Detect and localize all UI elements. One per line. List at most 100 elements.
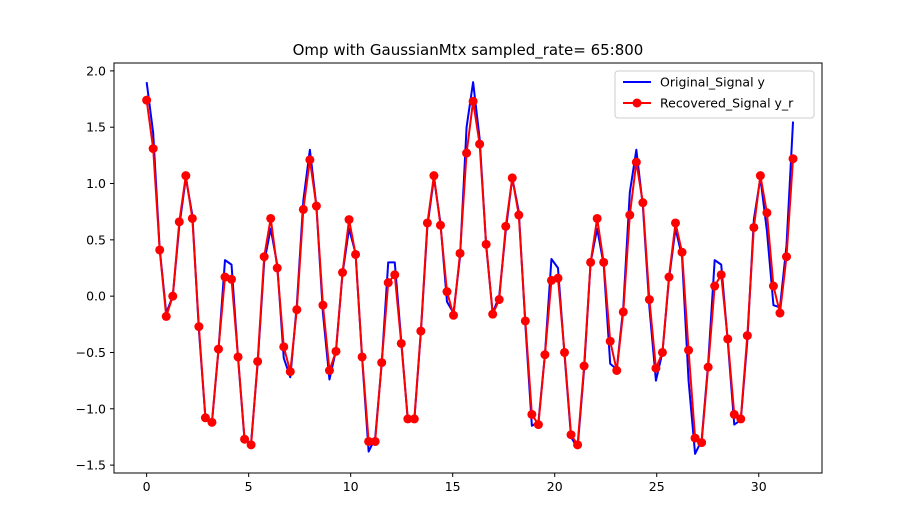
recovered-signal-point [625,210,635,220]
recovered-signal-point [207,417,217,427]
recovered-signal-point [768,281,778,291]
recovered-signal-point [644,295,654,305]
recovered-signal-point [279,342,289,352]
recovered-signal-point [638,198,648,208]
recovered-signal-point [161,311,171,321]
recovered-signal-point [684,345,694,355]
recovered-signal-point [435,220,445,230]
recovered-signal-point [370,436,380,446]
recovered-signal-point [697,438,707,448]
recovered-signal-point [488,309,498,319]
recovered-signal-point [723,334,733,344]
recovered-signal-point [703,362,713,372]
recovered-signal-point [351,249,361,259]
recovered-signal-point [468,96,478,106]
y-tick-label: −1.0 [76,401,106,416]
legend-box [614,70,815,119]
recovered-signal-point [377,358,387,368]
y-axis: −1.5 −1.0 −0.5 0.0 0.5 1.0 1.5 2.0 [76,63,114,473]
recovered-signal-point [729,409,739,419]
recovered-signal-point [501,221,511,231]
recovered-signal-point [514,210,524,220]
recovered-signal-point [168,291,178,301]
recovered-signal-point [533,420,543,430]
recovered-signal-point [605,336,615,346]
recovered-signal-point [174,217,184,227]
x-tick-label: 10 [343,479,359,494]
recovered-signal-point [566,430,576,440]
recovered-signal-point [651,363,661,373]
recovered-signal-point [573,440,583,450]
recovered-signal-point [311,201,321,211]
recovered-signal-point [409,414,419,424]
recovered-signal-point [749,222,759,232]
recovered-signal-point [449,310,459,320]
recovered-signal-point [324,366,334,375]
recovered-signal-point [331,346,341,356]
recovered-signal-point [671,218,681,228]
recovered-signal-point [318,300,328,310]
legend-label-original: Original_Signal y [660,75,766,90]
recovered-signal-point [742,331,752,341]
recovered-signal-point [664,272,674,282]
legend: Original_Signal y Recovered_Signal y_r [614,70,815,119]
recovered-signal-point [781,252,791,262]
x-tick-label: 5 [245,479,253,494]
recovered-signal-point [240,434,250,444]
recovered-signal-point [586,257,596,267]
recovered-signal-point [200,413,210,423]
y-tick-label: 0.0 [86,289,106,304]
recovered-signal-point [227,274,237,284]
recovered-signal-line [145,100,795,446]
recovered-signal-point [494,295,504,305]
recovered-signal-point [716,270,726,280]
recovered-signal-point [592,213,602,223]
recovered-signal-point [357,352,367,362]
y-tick-label: −1.5 [76,458,106,473]
x-tick-label: 0 [143,479,151,494]
recovered-signal-point [383,278,393,288]
recovered-signal-point [422,218,432,228]
x-tick-label: 15 [445,479,461,494]
recovered-signal-point [579,361,589,371]
legend-marker-recovered [632,98,642,108]
recovered-signal-point [396,338,406,348]
recovered-signal-point [455,248,465,258]
recovered-signal-point [762,208,772,218]
recovered-signal-point [233,352,243,362]
recovered-signal-point [481,239,491,249]
x-axis: 0 5 10 15 20 25 30 [143,473,767,494]
y-tick-label: 1.5 [86,120,106,135]
recovered-signal-point [599,257,609,267]
recovered-signal-point [553,273,563,283]
recovered-signal-point [755,171,765,181]
recovered-signal-point [292,305,302,315]
recovered-signal-point [403,414,413,424]
recovered-signal-point [142,95,152,105]
recovered-signal-point [338,268,348,278]
recovered-signal-point [631,157,641,167]
recovered-signal-point [344,215,354,225]
recovered-signal-point [560,347,570,357]
recovered-signal-point [194,322,204,332]
recovered-signal-point [618,307,628,317]
recovered-signal-point [266,213,276,223]
recovered-signal-point [390,270,400,280]
recovered-signal-point [736,414,746,424]
original-signal-line [145,81,795,455]
recovered-signal-point [527,409,537,419]
recovered-signal-point [788,154,798,164]
recovered-signal-point [429,171,439,181]
recovered-signal-point [442,287,452,297]
recovered-signal-point [285,367,295,377]
recovered-signal-point [657,347,667,357]
series-layer [142,81,798,455]
recovered-signal-point [475,139,485,149]
recovered-signal-point [710,281,720,291]
x-tick-label: 20 [547,479,563,494]
x-tick-label: 30 [751,479,767,494]
legend-label-recovered: Recovered_Signal y_r [660,96,794,111]
recovered-signal-point [272,263,282,273]
y-tick-label: −0.5 [76,345,106,360]
